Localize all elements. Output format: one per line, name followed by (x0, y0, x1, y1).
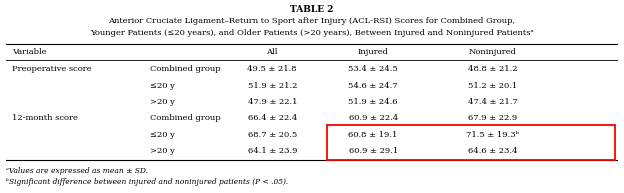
Text: 51.2 ± 20.1: 51.2 ± 20.1 (468, 81, 517, 90)
Text: 47.4 ± 21.7: 47.4 ± 21.7 (467, 98, 517, 106)
Text: 54.6 ± 24.7: 54.6 ± 24.7 (348, 81, 398, 90)
Text: Preoperative score: Preoperative score (12, 65, 92, 73)
Text: All: All (266, 48, 278, 56)
Text: 49.5 ± 21.8: 49.5 ± 21.8 (248, 65, 297, 73)
Text: Noninjured: Noninjured (469, 48, 517, 56)
Text: ᵇSignificant difference between injured and noninjured patients (P < .05).: ᵇSignificant difference between injured … (6, 178, 288, 186)
Text: Variable: Variable (12, 48, 47, 56)
Text: Combined group: Combined group (150, 114, 220, 122)
Text: 60.9 ± 29.1: 60.9 ± 29.1 (349, 147, 397, 155)
Text: >20 y: >20 y (150, 147, 175, 155)
Text: Combined group: Combined group (150, 65, 220, 73)
Text: 71.5 ± 19.3ᵇ: 71.5 ± 19.3ᵇ (466, 131, 519, 139)
Text: >20 y: >20 y (150, 98, 175, 106)
Text: TABLE 2: TABLE 2 (290, 5, 334, 14)
Text: 60.9 ± 22.4: 60.9 ± 22.4 (349, 114, 397, 122)
Text: 66.4 ± 22.4: 66.4 ± 22.4 (248, 114, 297, 122)
Text: ᵃValues are expressed as mean ± SD.: ᵃValues are expressed as mean ± SD. (6, 167, 149, 175)
Text: 67.9 ± 22.9: 67.9 ± 22.9 (468, 114, 517, 122)
Text: 64.1 ± 23.9: 64.1 ± 23.9 (248, 147, 297, 155)
Text: 68.7 ± 20.5: 68.7 ± 20.5 (248, 131, 297, 139)
Text: 48.8 ± 21.2: 48.8 ± 21.2 (467, 65, 517, 73)
Text: 12-month score: 12-month score (12, 114, 78, 122)
Text: ≤20 y: ≤20 y (150, 81, 175, 90)
Text: 51.9 ± 21.2: 51.9 ± 21.2 (248, 81, 297, 90)
Text: 47.9 ± 22.1: 47.9 ± 22.1 (248, 98, 297, 106)
Text: ≤20 y: ≤20 y (150, 131, 175, 139)
Text: 53.4 ± 24.5: 53.4 ± 24.5 (348, 65, 398, 73)
Text: Younger Patients (≤20 years), and Older Patients (>20 years), Between Injured an: Younger Patients (≤20 years), and Older … (90, 29, 534, 37)
Text: 64.6 ± 23.4: 64.6 ± 23.4 (467, 147, 517, 155)
Text: 51.9 ± 24.6: 51.9 ± 24.6 (348, 98, 398, 106)
Text: Injured: Injured (358, 48, 389, 56)
Text: 60.8 ± 19.1: 60.8 ± 19.1 (348, 131, 398, 139)
Text: Anterior Cruciate Ligament–Return to Sport after Injury (ACL-RSI) Scores for Com: Anterior Cruciate Ligament–Return to Spo… (109, 17, 515, 25)
